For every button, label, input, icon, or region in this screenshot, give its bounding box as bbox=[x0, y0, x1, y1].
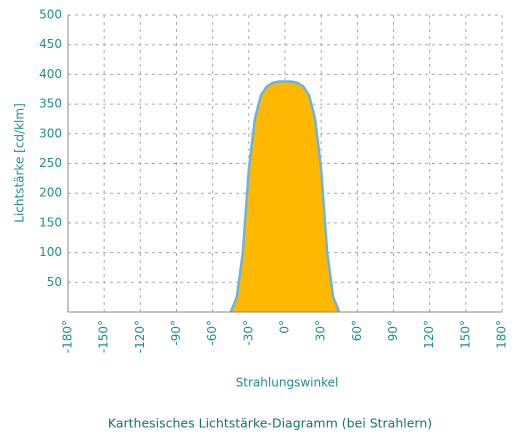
area-line bbox=[229, 80, 341, 313]
x-tick-label: 150° bbox=[458, 320, 472, 349]
x-tick-label: -60° bbox=[205, 320, 219, 346]
x-tick-label: 60° bbox=[350, 320, 364, 341]
y-tick-label: 450 bbox=[39, 37, 62, 51]
y-tick-label: 50 bbox=[47, 275, 62, 289]
x-tick-label: -30° bbox=[241, 320, 255, 346]
x-tick-label: -90° bbox=[169, 320, 183, 346]
x-tick-label: 0° bbox=[278, 320, 292, 334]
y-tick-label: 100 bbox=[39, 245, 62, 259]
x-tick-label: 180° bbox=[495, 320, 509, 349]
y-tick-label: 150 bbox=[39, 215, 62, 229]
x-tick-label: -180° bbox=[61, 320, 75, 353]
x-tick-label: 90° bbox=[386, 320, 400, 341]
y-tick-label: 300 bbox=[39, 126, 62, 140]
x-tick-label: 120° bbox=[422, 320, 436, 349]
y-tick-label: 400 bbox=[39, 67, 62, 81]
area bbox=[230, 81, 340, 312]
x-tick-label: -150° bbox=[97, 320, 111, 353]
y-tick-label: 500 bbox=[39, 8, 62, 22]
y-tick-label: 350 bbox=[39, 97, 62, 111]
y-tick-label: 250 bbox=[39, 156, 62, 170]
x-tick-label: 30° bbox=[314, 320, 328, 341]
x-tick-label: -120° bbox=[133, 320, 147, 353]
y-axis-label: Lichtstärke [cd/klm] bbox=[13, 103, 27, 222]
chart-title: Karthesisches Lichtstärke-Diagramm (bei … bbox=[108, 416, 432, 431]
x-axis-label: Strahlungswinkel bbox=[236, 376, 339, 390]
y-tick-label: 200 bbox=[39, 186, 62, 200]
